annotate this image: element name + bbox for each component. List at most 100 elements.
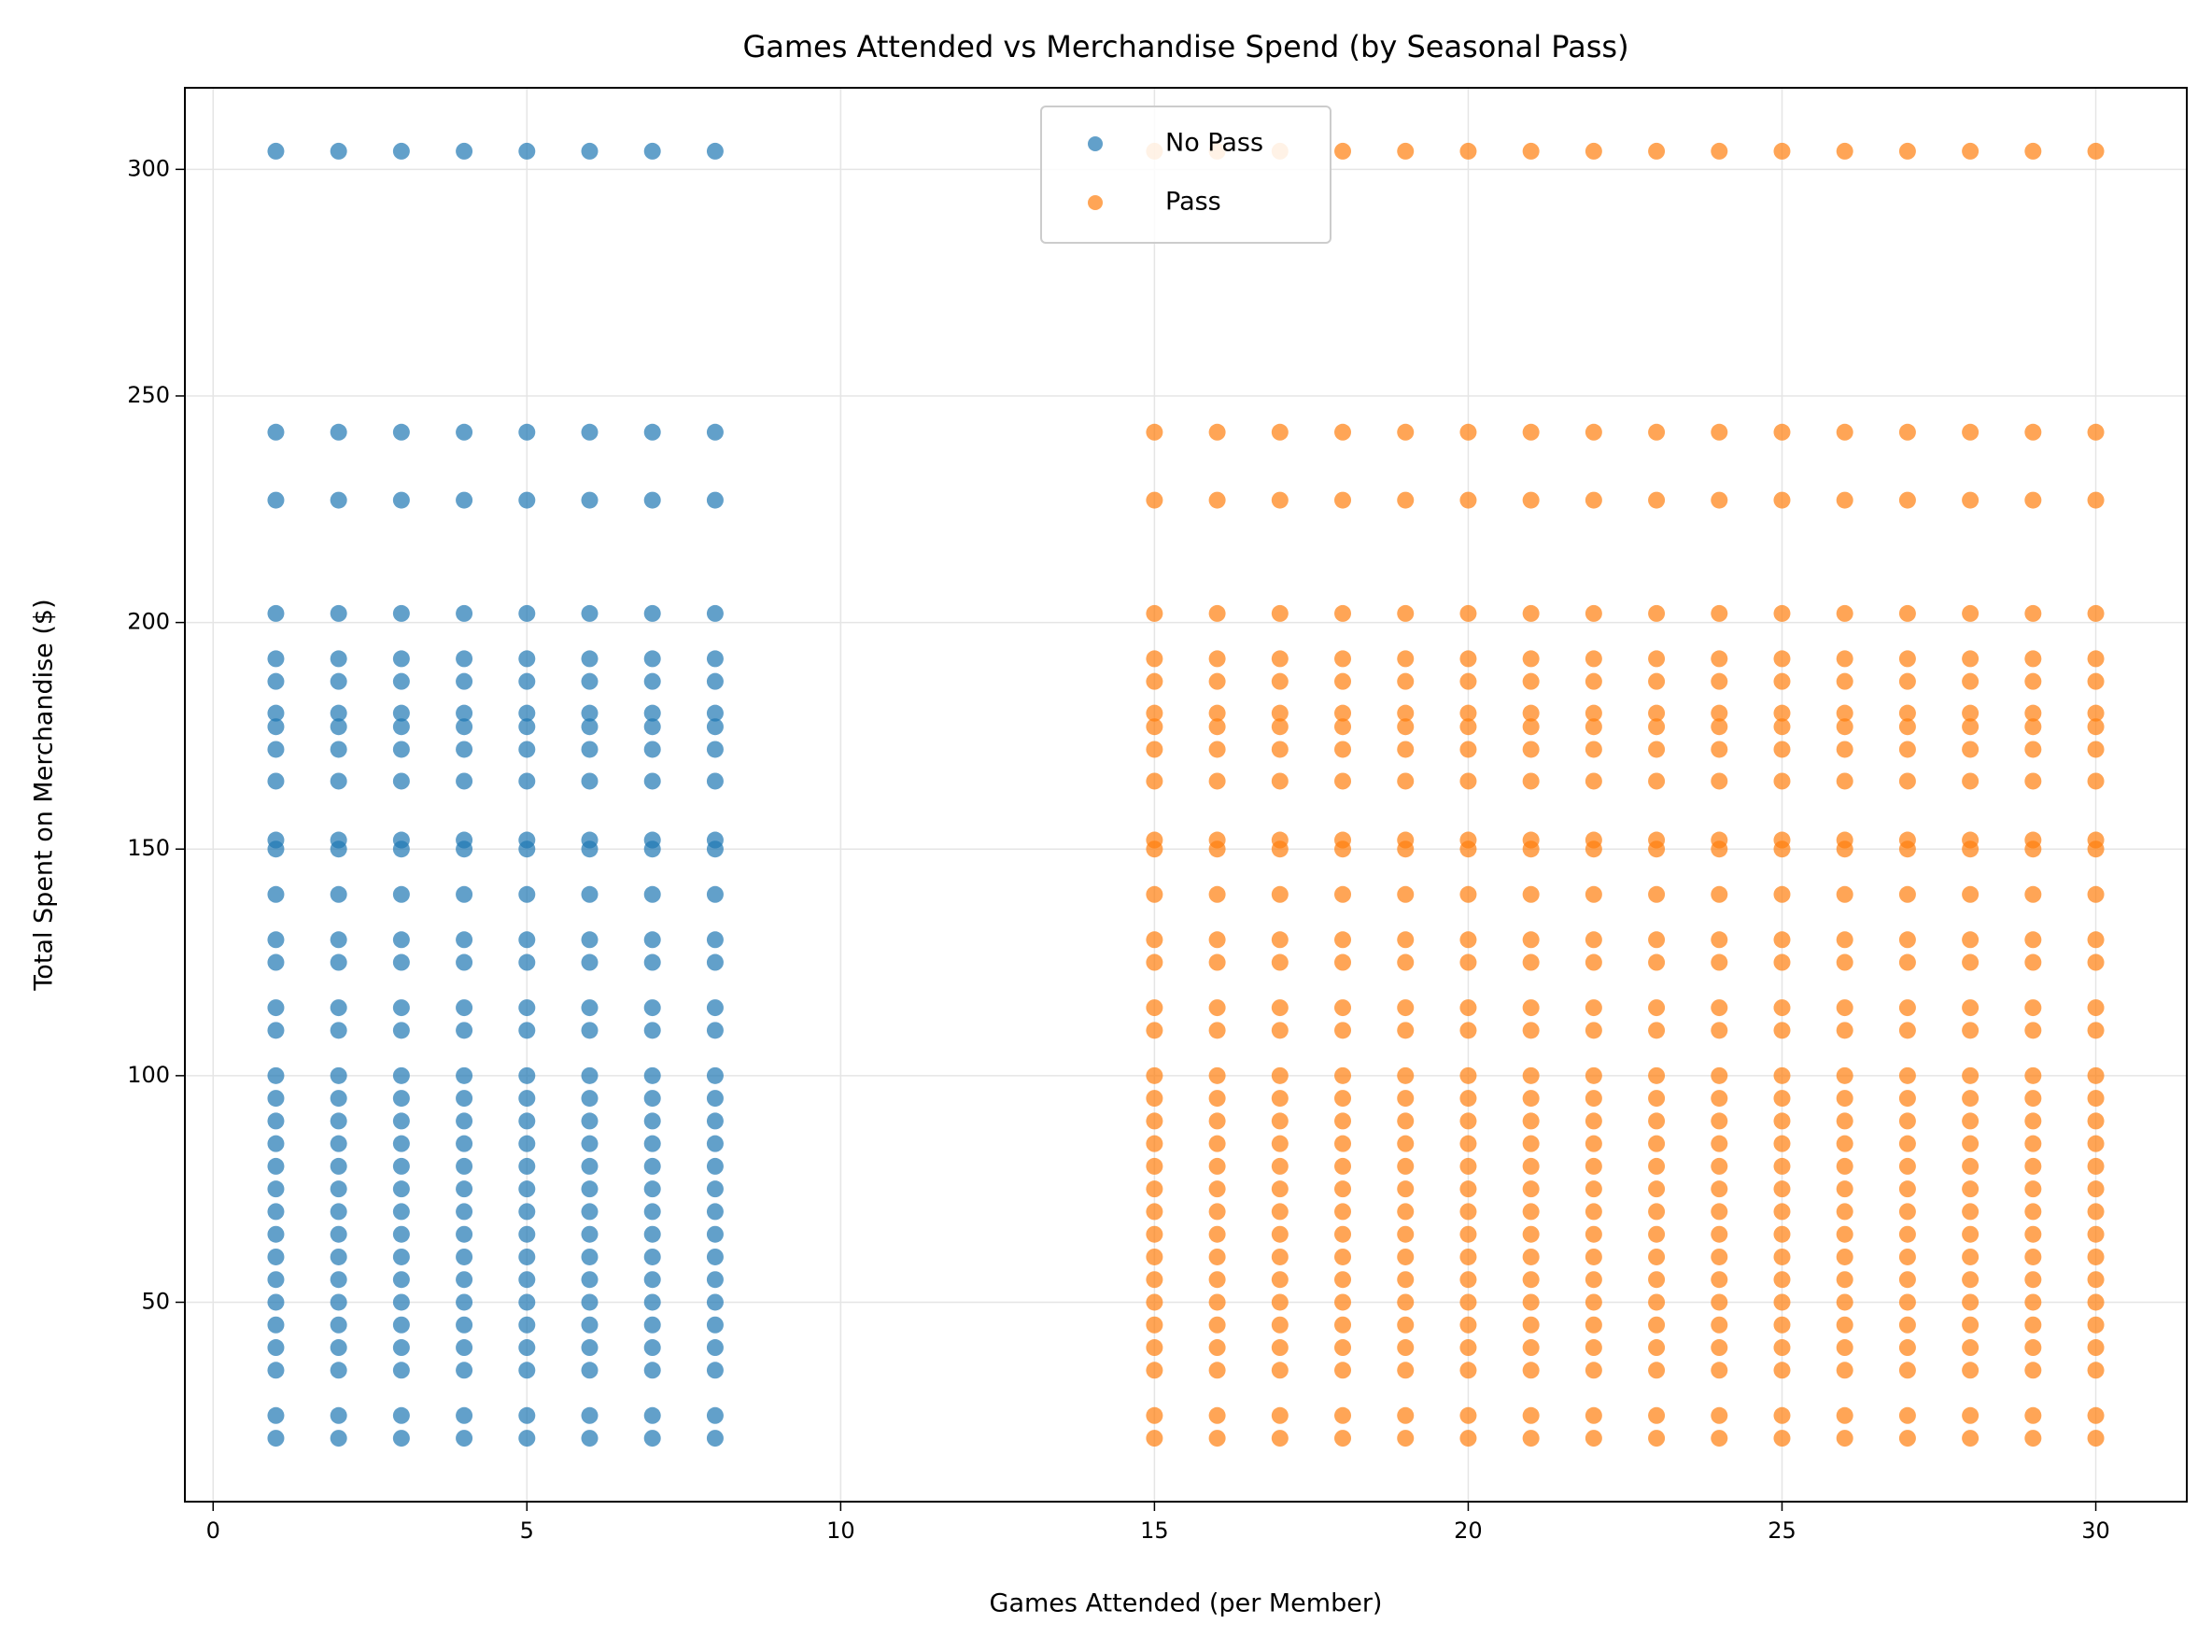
point — [392, 831, 410, 849]
point — [518, 1066, 536, 1084]
point — [518, 1225, 536, 1243]
point — [1146, 1316, 1163, 1334]
point — [1522, 1316, 1540, 1334]
point — [1962, 1090, 1980, 1108]
point — [1836, 772, 1853, 790]
point — [518, 999, 536, 1017]
point — [1585, 1157, 1602, 1175]
point — [518, 1316, 536, 1334]
point — [1962, 672, 1980, 690]
x-tick-label: 0 — [206, 1518, 220, 1544]
point — [518, 1362, 536, 1379]
point — [518, 672, 536, 690]
point — [330, 741, 347, 758]
point — [2087, 953, 2105, 971]
point — [1146, 953, 1163, 971]
point — [1334, 1022, 1352, 1039]
point — [1898, 741, 1916, 758]
point — [1271, 1406, 1289, 1424]
point — [1522, 1225, 1540, 1243]
point — [267, 1271, 285, 1289]
point — [581, 1022, 599, 1039]
legend-marker — [1088, 195, 1103, 210]
point — [1522, 1180, 1540, 1198]
point — [1397, 1406, 1415, 1424]
point — [643, 1112, 661, 1130]
legend: No Pass Pass — [1040, 106, 1331, 244]
point — [1585, 604, 1602, 622]
point — [1459, 1293, 1477, 1311]
point — [330, 1022, 347, 1039]
point — [1962, 831, 1980, 849]
point — [1334, 604, 1352, 622]
point — [581, 491, 599, 509]
point — [1146, 604, 1163, 622]
point — [706, 423, 724, 441]
point — [1522, 885, 1540, 903]
point — [1962, 953, 1980, 971]
y-tick-label: 50 — [141, 1288, 170, 1314]
point — [1898, 1316, 1916, 1334]
point — [1585, 931, 1602, 949]
point — [330, 1066, 347, 1084]
point — [518, 1406, 536, 1424]
point — [392, 1157, 410, 1175]
point — [2024, 741, 2042, 758]
point — [267, 604, 285, 622]
point — [456, 831, 473, 849]
point — [1146, 1430, 1163, 1447]
point — [1898, 704, 1916, 722]
point — [1898, 1293, 1916, 1311]
point — [267, 953, 285, 971]
point — [1208, 704, 1226, 722]
point — [581, 1430, 599, 1447]
point — [706, 1135, 724, 1152]
point — [1146, 1406, 1163, 1424]
point — [1397, 1430, 1415, 1447]
point — [1648, 1203, 1666, 1221]
point — [1522, 650, 1540, 668]
point — [706, 142, 724, 160]
point — [267, 650, 285, 668]
point — [2087, 1406, 2105, 1424]
point — [643, 741, 661, 758]
point — [1334, 1135, 1352, 1152]
point — [1271, 704, 1289, 722]
point — [1773, 1362, 1791, 1379]
point — [1773, 1248, 1791, 1265]
point — [1397, 931, 1415, 949]
point — [392, 741, 410, 758]
point — [1711, 142, 1728, 160]
point — [1146, 1362, 1163, 1379]
point — [267, 491, 285, 509]
point — [2087, 1339, 2105, 1357]
point — [392, 423, 410, 441]
point — [1522, 1339, 1540, 1357]
point — [1962, 1180, 1980, 1198]
point — [706, 1112, 724, 1130]
point — [1898, 772, 1916, 790]
point — [643, 1066, 661, 1084]
point — [1711, 604, 1728, 622]
point — [518, 491, 536, 509]
point — [1585, 885, 1602, 903]
point — [706, 885, 724, 903]
point — [392, 999, 410, 1017]
point — [1585, 1362, 1602, 1379]
point — [1334, 718, 1352, 736]
point — [518, 1203, 536, 1221]
point — [392, 1316, 410, 1334]
point — [581, 772, 599, 790]
point — [1773, 1316, 1791, 1334]
point — [1146, 1090, 1163, 1108]
point — [518, 1339, 536, 1357]
point — [1962, 491, 1980, 509]
point — [1146, 704, 1163, 722]
point — [1585, 1430, 1602, 1447]
point — [518, 1248, 536, 1265]
point — [706, 1090, 724, 1108]
point — [1898, 1135, 1916, 1152]
point — [392, 1135, 410, 1152]
point — [1962, 1135, 1980, 1152]
